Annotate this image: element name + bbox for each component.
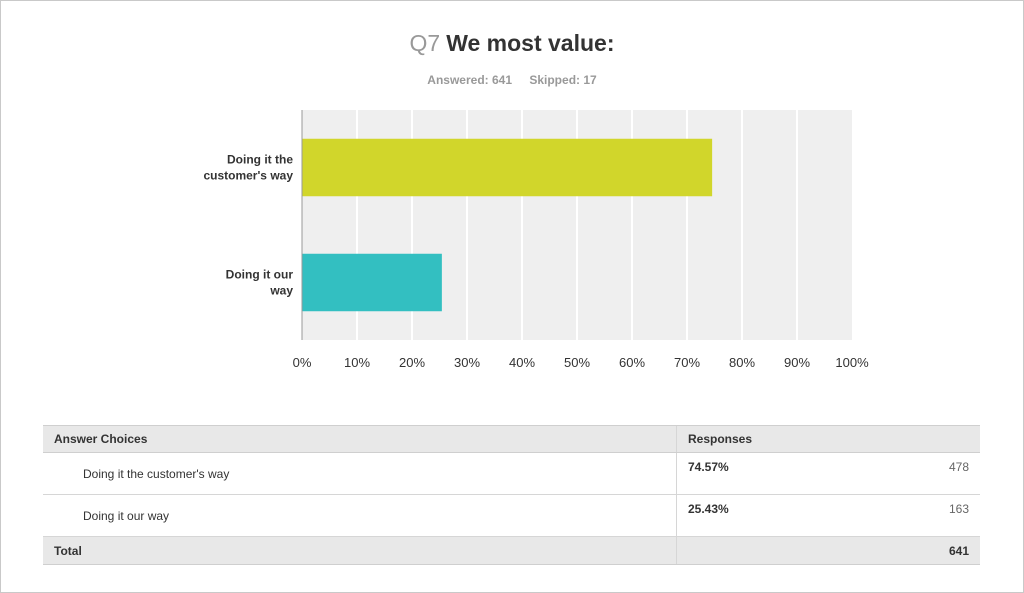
x-tick-label: 30% [454, 355, 480, 370]
x-tick-label: 10% [344, 355, 370, 370]
table-total-row: Total 641 [43, 536, 980, 565]
x-tick-label: 90% [784, 355, 810, 370]
bar-chart: 0% 10% 20% 30% 40% 50% 60% 70% 80% 90% 100% Doing i… [203, 110, 869, 370]
table-row: Doing it our way 25.43% 163 [43, 494, 980, 537]
question-number: Q7 [409, 30, 441, 56]
question-text: We most value: [446, 30, 615, 56]
total-label: Total [43, 536, 677, 565]
total-percent-cell [675, 536, 859, 565]
category-label: Doing it our way [226, 268, 294, 298]
x-tick-label: 20% [399, 355, 425, 370]
skipped-count: Skipped: 17 [529, 73, 597, 87]
table-row: Doing it the customer's way 74.57% 478 [43, 452, 980, 495]
answer-table: Answer Choices Responses Doing it the cu… [43, 425, 980, 565]
response-percent: 74.57% [675, 452, 859, 495]
bar [302, 253, 442, 312]
response-stats: Answered: 641 Skipped: 17 [0, 73, 1024, 87]
answer-choice: Doing it our way [43, 494, 677, 537]
x-tick-label: 70% [674, 355, 700, 370]
x-tick-label: 100% [835, 355, 869, 370]
question-title: Q7 We most value: [0, 30, 1024, 57]
x-tick-label: 40% [509, 355, 535, 370]
response-count: 163 [858, 494, 980, 537]
x-tick-label: 50% [564, 355, 590, 370]
responses-header: Responses [676, 425, 980, 453]
x-tick-label: 80% [729, 355, 755, 370]
x-tick-label: 60% [619, 355, 645, 370]
x-tick-label: 0% [293, 355, 312, 370]
response-count: 478 [858, 452, 980, 495]
total-count: 641 [858, 536, 980, 565]
bar [302, 138, 713, 197]
answered-count: Answered: 641 [427, 73, 512, 87]
response-percent: 25.43% [675, 494, 859, 537]
table-header-row: Answer Choices Responses [43, 425, 980, 453]
answer-choice: Doing it the customer's way [43, 452, 677, 495]
category-label: Doing it the customer's way [203, 153, 293, 183]
answer-choices-header: Answer Choices [43, 425, 677, 453]
